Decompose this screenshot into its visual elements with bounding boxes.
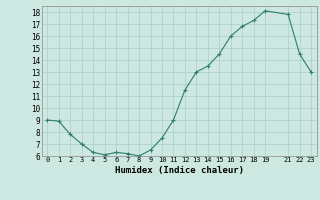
X-axis label: Humidex (Indice chaleur): Humidex (Indice chaleur) [115,166,244,175]
